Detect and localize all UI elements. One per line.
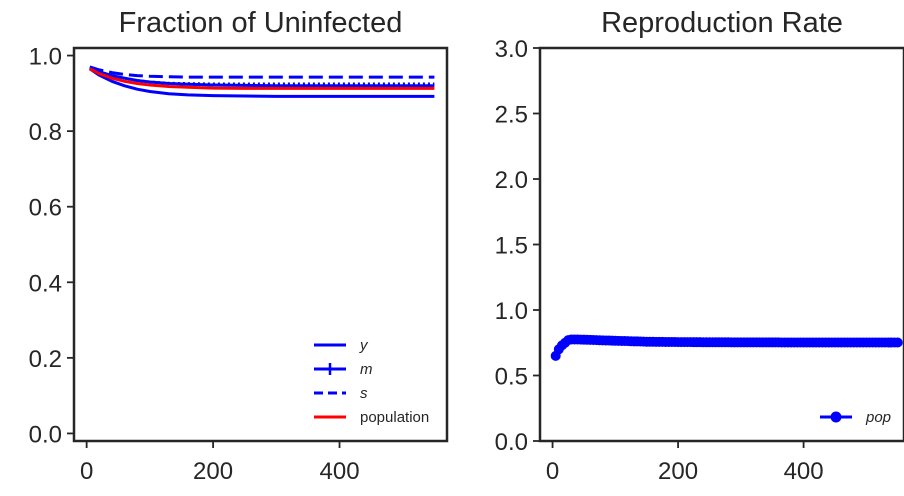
x-tick-label: 400 — [320, 458, 360, 485]
legend: pop — [820, 409, 891, 426]
x-tick-label: 0 — [80, 458, 93, 485]
y-tick-label: 2.0 — [495, 167, 528, 194]
y-tick-label: 0.0 — [495, 429, 528, 456]
x-tick-label: 400 — [784, 458, 824, 485]
y-tick-label: 0.2 — [29, 346, 62, 373]
series-line-population — [89, 67, 435, 90]
x-tick-label: 200 — [658, 458, 698, 485]
legend-label: y — [359, 337, 369, 354]
x-axis-ticks: 0 200 400 — [80, 441, 360, 485]
y-tick-label: 1.0 — [29, 44, 62, 71]
chart-reproduction-rate: Reproduction Rate 0.00.51.01.52.02.53.0 … — [495, 7, 904, 485]
x-axis-ticks: 0 200 400 — [546, 441, 824, 485]
legend-label: population — [360, 409, 429, 426]
y-tick-label: 2.5 — [495, 102, 528, 129]
chart-fraction-uninfected: Fraction of Uninfected 0.0 0.2 0.4 0.6 0.8 1.… — [29, 7, 449, 485]
series-line-m — [89, 66, 435, 88]
x-tick-label: 0 — [546, 458, 559, 485]
y-axis-ticks: 0.0 0.5 1.0 1.5 2.0 2.5 3.0 — [495, 36, 540, 456]
y-tick-label: 0.6 — [29, 195, 62, 222]
legend: yms population — [314, 337, 429, 426]
plot-frame — [72, 46, 449, 443]
y-tick-label: 1.5 — [495, 233, 528, 260]
series-line-y — [88, 67, 435, 98]
y-tick-label: 0.4 — [29, 270, 62, 297]
data-point — [892, 337, 903, 348]
legend-label: m — [360, 361, 373, 378]
y-tick-label: 0.8 — [29, 119, 62, 146]
series-group — [550, 334, 903, 361]
chart-title: Reproduction Rate — [601, 7, 843, 39]
chart-title: Fraction of Uninfected — [119, 7, 403, 39]
y-tick-label: 1.0 — [495, 298, 528, 325]
legend-label: pop — [865, 409, 891, 426]
y-tick-label: 0.5 — [495, 364, 528, 391]
legend-label: s — [360, 385, 368, 402]
plot-frame — [538, 46, 904, 443]
y-tick-label: 3.0 — [495, 36, 528, 63]
legend-marker — [830, 411, 842, 423]
y-axis-ticks: 0.0 0.2 0.4 0.6 0.8 1.0 — [29, 44, 74, 448]
series-line-s — [89, 65, 435, 79]
x-tick-label: 200 — [193, 458, 233, 485]
y-tick-label: 0.0 — [29, 421, 62, 448]
series-group — [88, 65, 435, 98]
